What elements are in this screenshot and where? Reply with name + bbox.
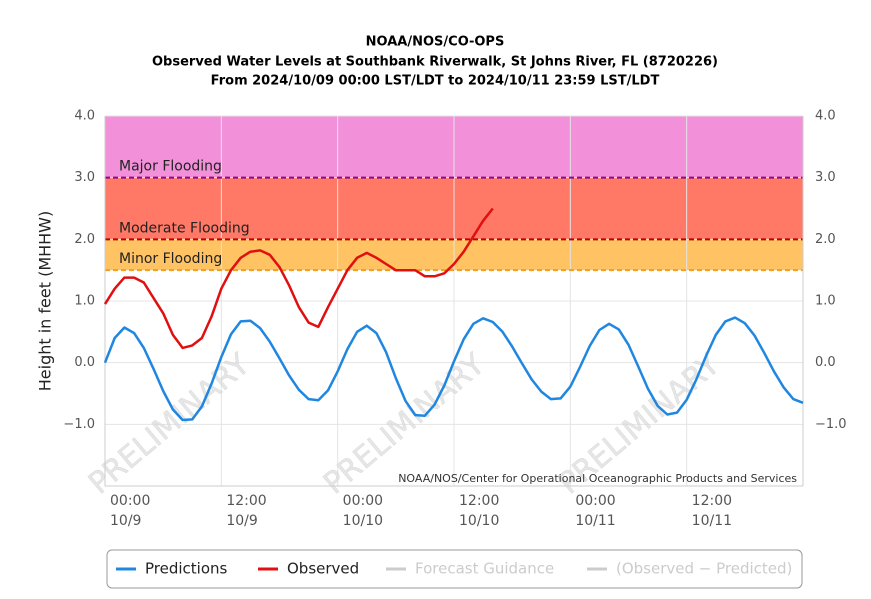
y-axis-label: Height in feet (MHHW): [36, 211, 55, 392]
y-tick-label: 4.0: [74, 109, 95, 124]
x-tick-label: 10/10: [343, 513, 383, 529]
legend-label: Predictions: [145, 560, 228, 578]
x-tick-label: 10/11: [575, 513, 615, 529]
y2-tick-label: 2.0: [815, 232, 836, 247]
legend-item[interactable]: Observed: [258, 560, 359, 578]
legend-box: [106, 549, 803, 589]
x-tick-label: 12:00: [692, 493, 732, 509]
series-line: [103, 207, 494, 350]
threshold-label: Moderate Flooding: [119, 220, 250, 236]
y-tick-label: 2.0: [74, 232, 95, 247]
y-tick-label: −1.0: [63, 417, 95, 432]
x-tick-label: 10/10: [459, 513, 499, 529]
y-tick-label: 0.0: [74, 355, 95, 370]
threshold-label: Minor Flooding: [119, 251, 222, 267]
x-tick-label: 10/11: [692, 513, 732, 529]
x-tick-label: 10/9: [226, 513, 257, 529]
y-tick-label: 3.0: [74, 170, 95, 185]
x-tick-label: 00:00: [343, 493, 383, 509]
legend-label: (Observed − Predicted): [616, 560, 792, 578]
y2-tick-label: 4.0: [815, 109, 836, 124]
y2-tick-label: 1.0: [815, 294, 836, 309]
series-line: [103, 316, 804, 422]
chart-subtitle: Observed Water Levels at Southbank River…: [152, 55, 718, 70]
x-tick-label: 10/9: [110, 513, 141, 529]
legend-item[interactable]: Forecast Guidance: [386, 560, 554, 578]
chart-title: NOAA/NOS/CO-OPS: [366, 35, 505, 50]
y2-tick-label: 3.0: [815, 170, 836, 185]
threshold-label: Major Flooding: [119, 159, 222, 175]
y-tick-label: 1.0: [74, 294, 95, 309]
y2-tick-label: 0.0: [815, 355, 836, 370]
chart-subtitle: From 2024/10/09 00:00 LST/LDT to 2024/10…: [211, 74, 660, 89]
credit: NOAA/NOS/Center for Operational Oceanogr…: [398, 472, 797, 485]
x-tick-label: 00:00: [575, 493, 615, 509]
legend-label: Forecast Guidance: [415, 560, 554, 578]
y2-tick-label: −1.0: [815, 417, 847, 432]
legend-label: Observed: [287, 560, 359, 578]
x-tick-label: 00:00: [110, 493, 150, 509]
x-tick-label: 12:00: [226, 493, 266, 509]
x-tick-label: 12:00: [459, 493, 499, 509]
legend-item[interactable]: Predictions: [116, 560, 228, 578]
legend-item[interactable]: (Observed − Predicted): [587, 560, 792, 578]
